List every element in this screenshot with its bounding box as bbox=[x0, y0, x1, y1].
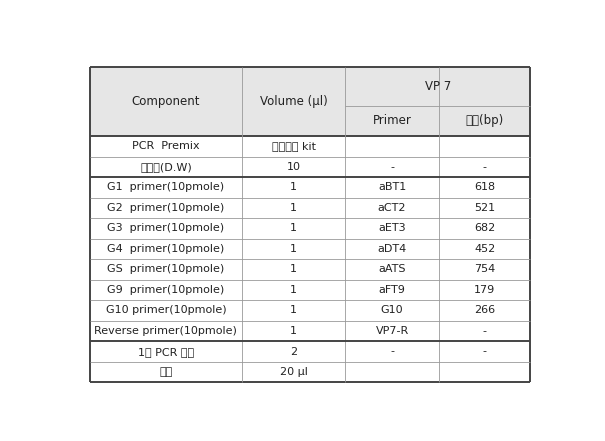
Text: 754: 754 bbox=[474, 265, 495, 274]
Text: G3  primer(10pmole): G3 primer(10pmole) bbox=[107, 224, 224, 233]
Text: 1: 1 bbox=[290, 285, 297, 295]
Text: -: - bbox=[483, 347, 486, 356]
Text: 10: 10 bbox=[287, 162, 301, 172]
Text: 682: 682 bbox=[474, 224, 495, 233]
Text: 동결건조 kit: 동결건조 kit bbox=[272, 142, 316, 151]
Bar bbox=[90, 67, 531, 136]
Text: VP7-R: VP7-R bbox=[376, 326, 409, 336]
Text: Primer: Primer bbox=[373, 114, 411, 127]
Text: G9  primer(10pmole): G9 primer(10pmole) bbox=[107, 285, 224, 295]
Text: 618: 618 bbox=[474, 183, 495, 192]
Text: G2  primer(10pmole): G2 primer(10pmole) bbox=[107, 203, 224, 213]
Text: 20 μl: 20 μl bbox=[280, 367, 307, 377]
Text: PCR  Premix: PCR Premix bbox=[132, 142, 200, 151]
Text: -: - bbox=[483, 162, 486, 172]
Text: aET3: aET3 bbox=[378, 224, 406, 233]
Text: 452: 452 bbox=[474, 244, 495, 254]
Text: G10 primer(10pmole): G10 primer(10pmole) bbox=[105, 306, 226, 315]
Text: Reverse primer(10pmole): Reverse primer(10pmole) bbox=[94, 326, 237, 336]
Text: 크기(bp): 크기(bp) bbox=[466, 114, 504, 127]
Text: aBT1: aBT1 bbox=[378, 183, 406, 192]
Text: 521: 521 bbox=[474, 203, 495, 213]
Text: 2: 2 bbox=[290, 347, 297, 356]
Text: aATS: aATS bbox=[378, 265, 406, 274]
Text: G1  primer(10pmole): G1 primer(10pmole) bbox=[107, 183, 224, 192]
Text: aDT4: aDT4 bbox=[378, 244, 407, 254]
Text: VP 7: VP 7 bbox=[425, 79, 451, 93]
Text: -: - bbox=[390, 162, 394, 172]
Text: 1: 1 bbox=[290, 203, 297, 213]
Text: G4  primer(10pmole): G4 primer(10pmole) bbox=[107, 244, 224, 254]
Text: aCT2: aCT2 bbox=[378, 203, 407, 213]
Text: 266: 266 bbox=[474, 306, 495, 315]
Text: Volume (μl): Volume (μl) bbox=[260, 95, 327, 108]
Text: Component: Component bbox=[132, 95, 200, 108]
Text: aFT9: aFT9 bbox=[379, 285, 405, 295]
Text: 1: 1 bbox=[290, 306, 297, 315]
Text: 1: 1 bbox=[290, 183, 297, 192]
Text: 1차 PCR 산물: 1차 PCR 산물 bbox=[138, 347, 194, 356]
Text: 1: 1 bbox=[290, 265, 297, 274]
Text: 총계: 총계 bbox=[159, 367, 172, 377]
Text: G10: G10 bbox=[381, 306, 404, 315]
Text: 179: 179 bbox=[474, 285, 495, 295]
Text: 1: 1 bbox=[290, 224, 297, 233]
Text: 1: 1 bbox=[290, 244, 297, 254]
Text: GS  primer(10pmole): GS primer(10pmole) bbox=[107, 265, 224, 274]
Text: -: - bbox=[390, 347, 394, 356]
Text: 증류수(D.W): 증류수(D.W) bbox=[140, 162, 192, 172]
Text: -: - bbox=[483, 326, 486, 336]
Text: 1: 1 bbox=[290, 326, 297, 336]
